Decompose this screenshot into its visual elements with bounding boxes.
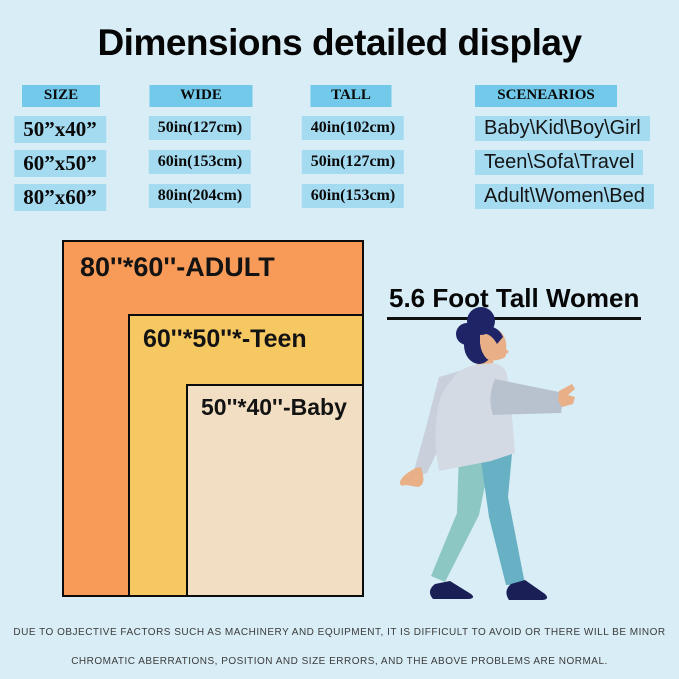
woman-illustration xyxy=(399,307,575,600)
footer-disclaimer-line2: CHROMATIC ABERRATIONS, POSITION AND SIZE… xyxy=(71,656,608,667)
table-cell-wide-row3: 80in(204cm) xyxy=(148,184,252,208)
woman-front-hand xyxy=(558,384,575,407)
woman-front-leg xyxy=(479,443,525,585)
woman-back-hand xyxy=(399,467,424,487)
footer-disclaimer-line1: DUE TO OBJECTIVE FACTORS SUCH AS MACHINE… xyxy=(13,627,666,638)
table-cell-size-row2: 60”x50” xyxy=(14,150,106,177)
table-cell-wide-row1: 50in(127cm) xyxy=(148,116,252,140)
table-header-size: SIZE xyxy=(22,85,100,107)
size-rect-baby-label: 50''*40''-Baby xyxy=(201,394,347,420)
woman-front-arm xyxy=(490,379,564,415)
table-cell-tall-row3: 60in(153cm) xyxy=(301,184,405,208)
table-cell-wide-row2: 60in(153cm) xyxy=(148,150,252,174)
height-reference-heading: 5.6 Foot Tall Women xyxy=(387,283,642,320)
size-rect-adult-label: 80''*60''-ADULT xyxy=(80,252,275,282)
woman-back-leg xyxy=(431,445,493,582)
table-cell-scenarios-row2: Teen\Sofa\Travel xyxy=(475,150,644,175)
table-header-wide: WIDE xyxy=(149,85,253,107)
table-cell-tall-row2: 50in(127cm) xyxy=(301,150,405,174)
table-header-scenarios: SCENEARIOS xyxy=(475,85,617,107)
woman-back-shoe xyxy=(429,581,474,599)
page-title: Dimensions detailed display xyxy=(97,22,582,63)
woman-hair-sweep xyxy=(479,326,503,344)
size-rect-teen-label: 60''*50''*-Teen xyxy=(143,325,307,353)
table-cell-size-row3: 80”x60” xyxy=(14,184,106,211)
table-cell-tall-row1: 40in(102cm) xyxy=(301,116,405,140)
table-header-tall: TALL xyxy=(310,85,392,107)
table-cell-size-row1: 50”x40” xyxy=(14,116,106,143)
size-rect-baby: 50''*40''-Baby xyxy=(186,384,364,597)
woman-hair-bun-lobe xyxy=(456,323,478,345)
woman-front-shoe xyxy=(506,580,548,600)
table-cell-scenarios-row3: Adult\Women\Bed xyxy=(475,184,654,209)
table-cell-scenarios-row1: Baby\Kid\Boy\Girl xyxy=(475,116,650,141)
